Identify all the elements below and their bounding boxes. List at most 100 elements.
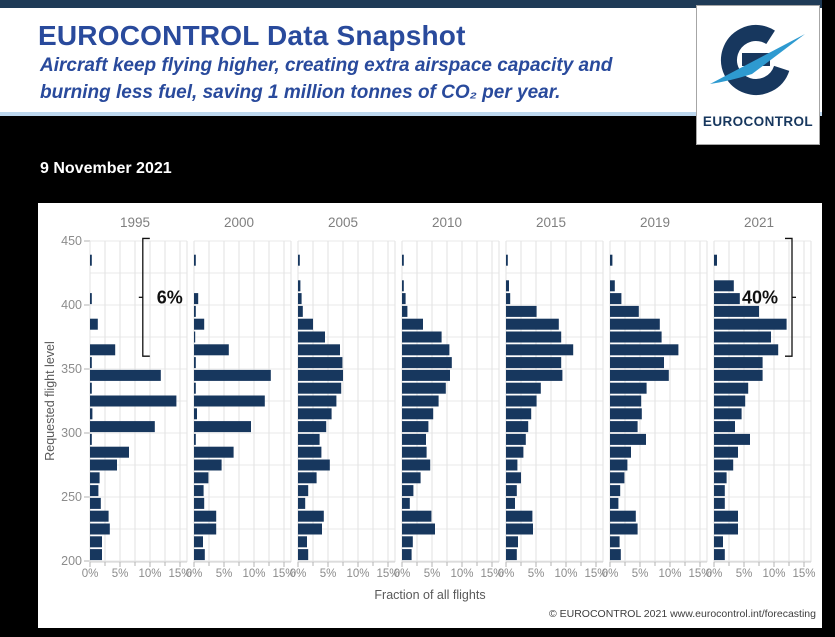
bar: [402, 369, 450, 381]
bar: [194, 536, 203, 548]
bar: [298, 536, 307, 548]
bar: [90, 459, 117, 471]
bar: [402, 549, 412, 561]
bar: [298, 408, 332, 420]
bar: [90, 344, 116, 356]
bar: [194, 497, 205, 509]
bar: [610, 408, 642, 420]
bar: [298, 485, 309, 497]
bar: [610, 536, 620, 548]
bar: [194, 395, 265, 407]
x-tick-label: 15%: [480, 568, 503, 580]
bar: [402, 382, 446, 394]
panel-2019: 0% 5% 10% 15% 2019: [602, 215, 712, 580]
bar: [90, 485, 99, 497]
bar: [714, 472, 727, 484]
bar: [610, 510, 636, 522]
bar: [298, 254, 300, 266]
bar: [402, 421, 429, 433]
bar: [194, 433, 196, 445]
bar: [610, 523, 638, 535]
year-label: 2005: [328, 215, 358, 230]
bar: [506, 459, 518, 471]
bar: [610, 549, 621, 561]
bar: [610, 485, 621, 497]
bar: [402, 357, 452, 369]
bar: [714, 395, 746, 407]
x-tick-label: 10%: [242, 568, 265, 580]
y-tick-label: 300: [61, 426, 82, 440]
bar: [714, 433, 750, 445]
bar: [298, 357, 343, 369]
bar: [506, 331, 562, 343]
y-axis-title: Requested flight level: [43, 341, 57, 461]
bar: [194, 382, 196, 394]
year-label: 2000: [224, 215, 254, 230]
bar: [402, 472, 421, 484]
bar: [90, 497, 101, 509]
bar: [90, 421, 155, 433]
bar: [298, 433, 320, 445]
x-tick-label: 10%: [658, 568, 681, 580]
y-tick-label: 200: [61, 554, 82, 568]
x-tick-label: 15%: [376, 568, 399, 580]
bar: [402, 305, 408, 317]
bar: [298, 382, 342, 394]
bar: [194, 510, 217, 522]
bar: [194, 459, 222, 471]
bar: [506, 369, 563, 381]
year-label: 2021: [744, 215, 774, 230]
bar: [714, 318, 787, 330]
panel-1995: 0% 5% 10% 15% 1995: [82, 215, 192, 580]
bar: [402, 497, 410, 509]
bar: [90, 433, 92, 445]
bar: [506, 536, 518, 548]
bar: [298, 446, 322, 458]
bar: [298, 305, 303, 317]
panel-2005: 0% 5% 10% 15% 2005: [290, 215, 400, 580]
bar: [610, 318, 660, 330]
bar: [194, 472, 209, 484]
bar: [610, 446, 631, 458]
bar: [402, 433, 426, 445]
bar: [90, 472, 100, 484]
bar: [714, 293, 740, 305]
bar: [298, 395, 337, 407]
x-tick-label: 5%: [216, 568, 233, 580]
bar: [506, 446, 524, 458]
bar: [714, 549, 725, 561]
top-accent-bar: [0, 0, 822, 8]
bar: [402, 459, 431, 471]
bar: [194, 549, 205, 561]
bar: [506, 472, 521, 484]
bar: [298, 280, 301, 292]
bar: [506, 344, 574, 356]
bar: [194, 254, 196, 266]
bar: [90, 395, 177, 407]
x-tick-label: 5%: [112, 568, 129, 580]
bar: [90, 446, 129, 458]
bar: [506, 497, 515, 509]
bar: [402, 318, 423, 330]
x-tick-label: 0%: [290, 568, 307, 580]
year-label: 1995: [120, 215, 150, 230]
x-tick-label: 5%: [736, 568, 753, 580]
year-label: 2010: [432, 215, 462, 230]
annotation-40%: 40%: [742, 237, 796, 357]
bar: [506, 293, 511, 305]
bar: [610, 293, 622, 305]
bar: [194, 523, 217, 535]
y-tick-label: 450: [61, 234, 82, 248]
x-tick-label: 0%: [498, 568, 515, 580]
bar: [402, 280, 404, 292]
panel-2015: 0% 5% 10% 15% 2015: [498, 215, 608, 580]
x-tick-label: 0%: [602, 568, 619, 580]
subtitle-line-1: Aircraft keep flying higher, creating ex…: [40, 55, 613, 76]
panel-2010: 0% 5% 10% 15% 2010: [394, 215, 504, 580]
bar: [610, 395, 642, 407]
bar: [506, 485, 517, 497]
bar: [506, 510, 533, 522]
bar: [610, 280, 615, 292]
bar: [90, 357, 92, 369]
bar: [714, 382, 749, 394]
